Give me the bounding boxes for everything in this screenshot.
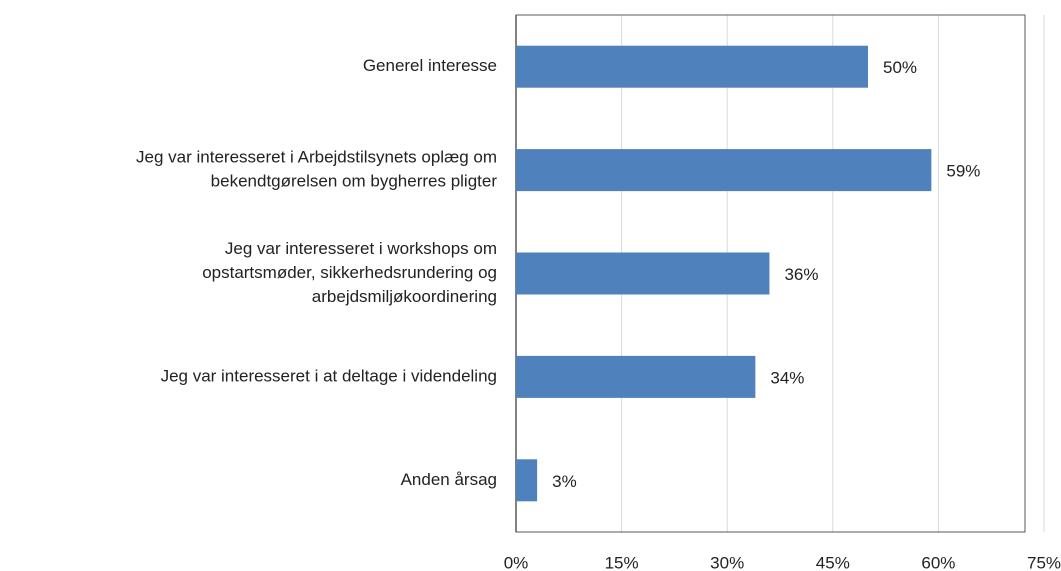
value-label: 34% — [770, 368, 804, 387]
x-tick-label: 30% — [710, 553, 744, 571]
x-tick-label: 60% — [921, 553, 955, 571]
x-tick-label: 0% — [504, 553, 529, 571]
value-label: 50% — [883, 58, 917, 77]
y-tick-label: Generel interesse — [363, 56, 497, 75]
x-tick-label: 75% — [1027, 553, 1061, 571]
bar — [516, 355, 756, 398]
y-tick-label: Anden årsag — [401, 470, 497, 489]
y-tick-label: Jeg var interesseret i Arbejdstilsynets … — [136, 148, 497, 167]
value-label: 36% — [784, 265, 818, 284]
y-tick-label: Jeg var interesseret i at deltage i vide… — [161, 366, 497, 385]
y-tick-label: Jeg var interesseret i workshops om — [225, 239, 497, 258]
x-tick-label: 15% — [605, 553, 639, 571]
y-tick-label: opstartsmøder, sikkerhedsrundering og — [202, 263, 497, 282]
value-label: 3% — [552, 472, 577, 491]
y-tick-label: arbejdsmiljøkoordinering — [312, 287, 497, 306]
bar — [516, 252, 770, 295]
x-tick-label: 45% — [816, 553, 850, 571]
bar — [516, 459, 538, 502]
bar — [516, 45, 868, 88]
value-label: 59% — [946, 162, 980, 181]
bar — [516, 149, 932, 192]
y-tick-label: bekendtgørelsen om bygherres pligter — [211, 172, 498, 191]
